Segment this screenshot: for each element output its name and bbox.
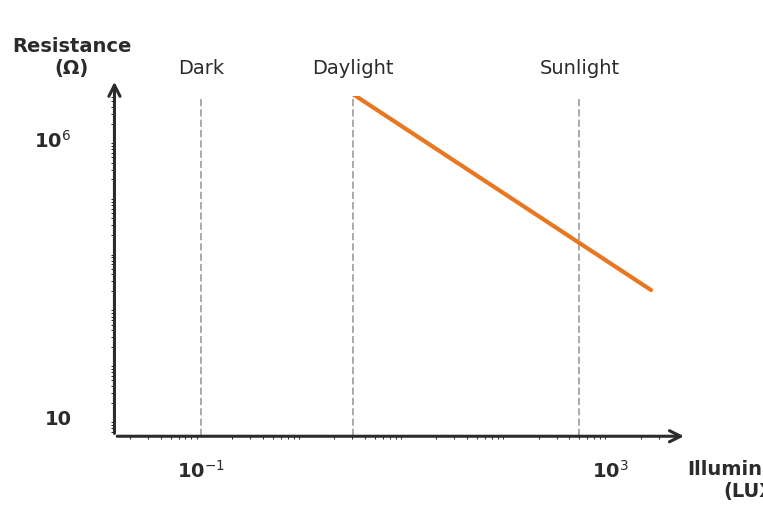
Text: Sunlight: Sunlight [539, 59, 620, 78]
Text: 10$^{-1}$: 10$^{-1}$ [177, 460, 225, 481]
Text: 10$^6$: 10$^6$ [34, 129, 72, 152]
Text: Resistance
(Ω): Resistance (Ω) [11, 37, 131, 78]
Text: 10: 10 [44, 410, 72, 429]
Text: Daylight: Daylight [312, 59, 393, 78]
Text: Illumination
(LUX): Illumination (LUX) [687, 460, 763, 501]
Text: Dark: Dark [179, 59, 224, 78]
Text: 10$^3$: 10$^3$ [591, 460, 629, 481]
